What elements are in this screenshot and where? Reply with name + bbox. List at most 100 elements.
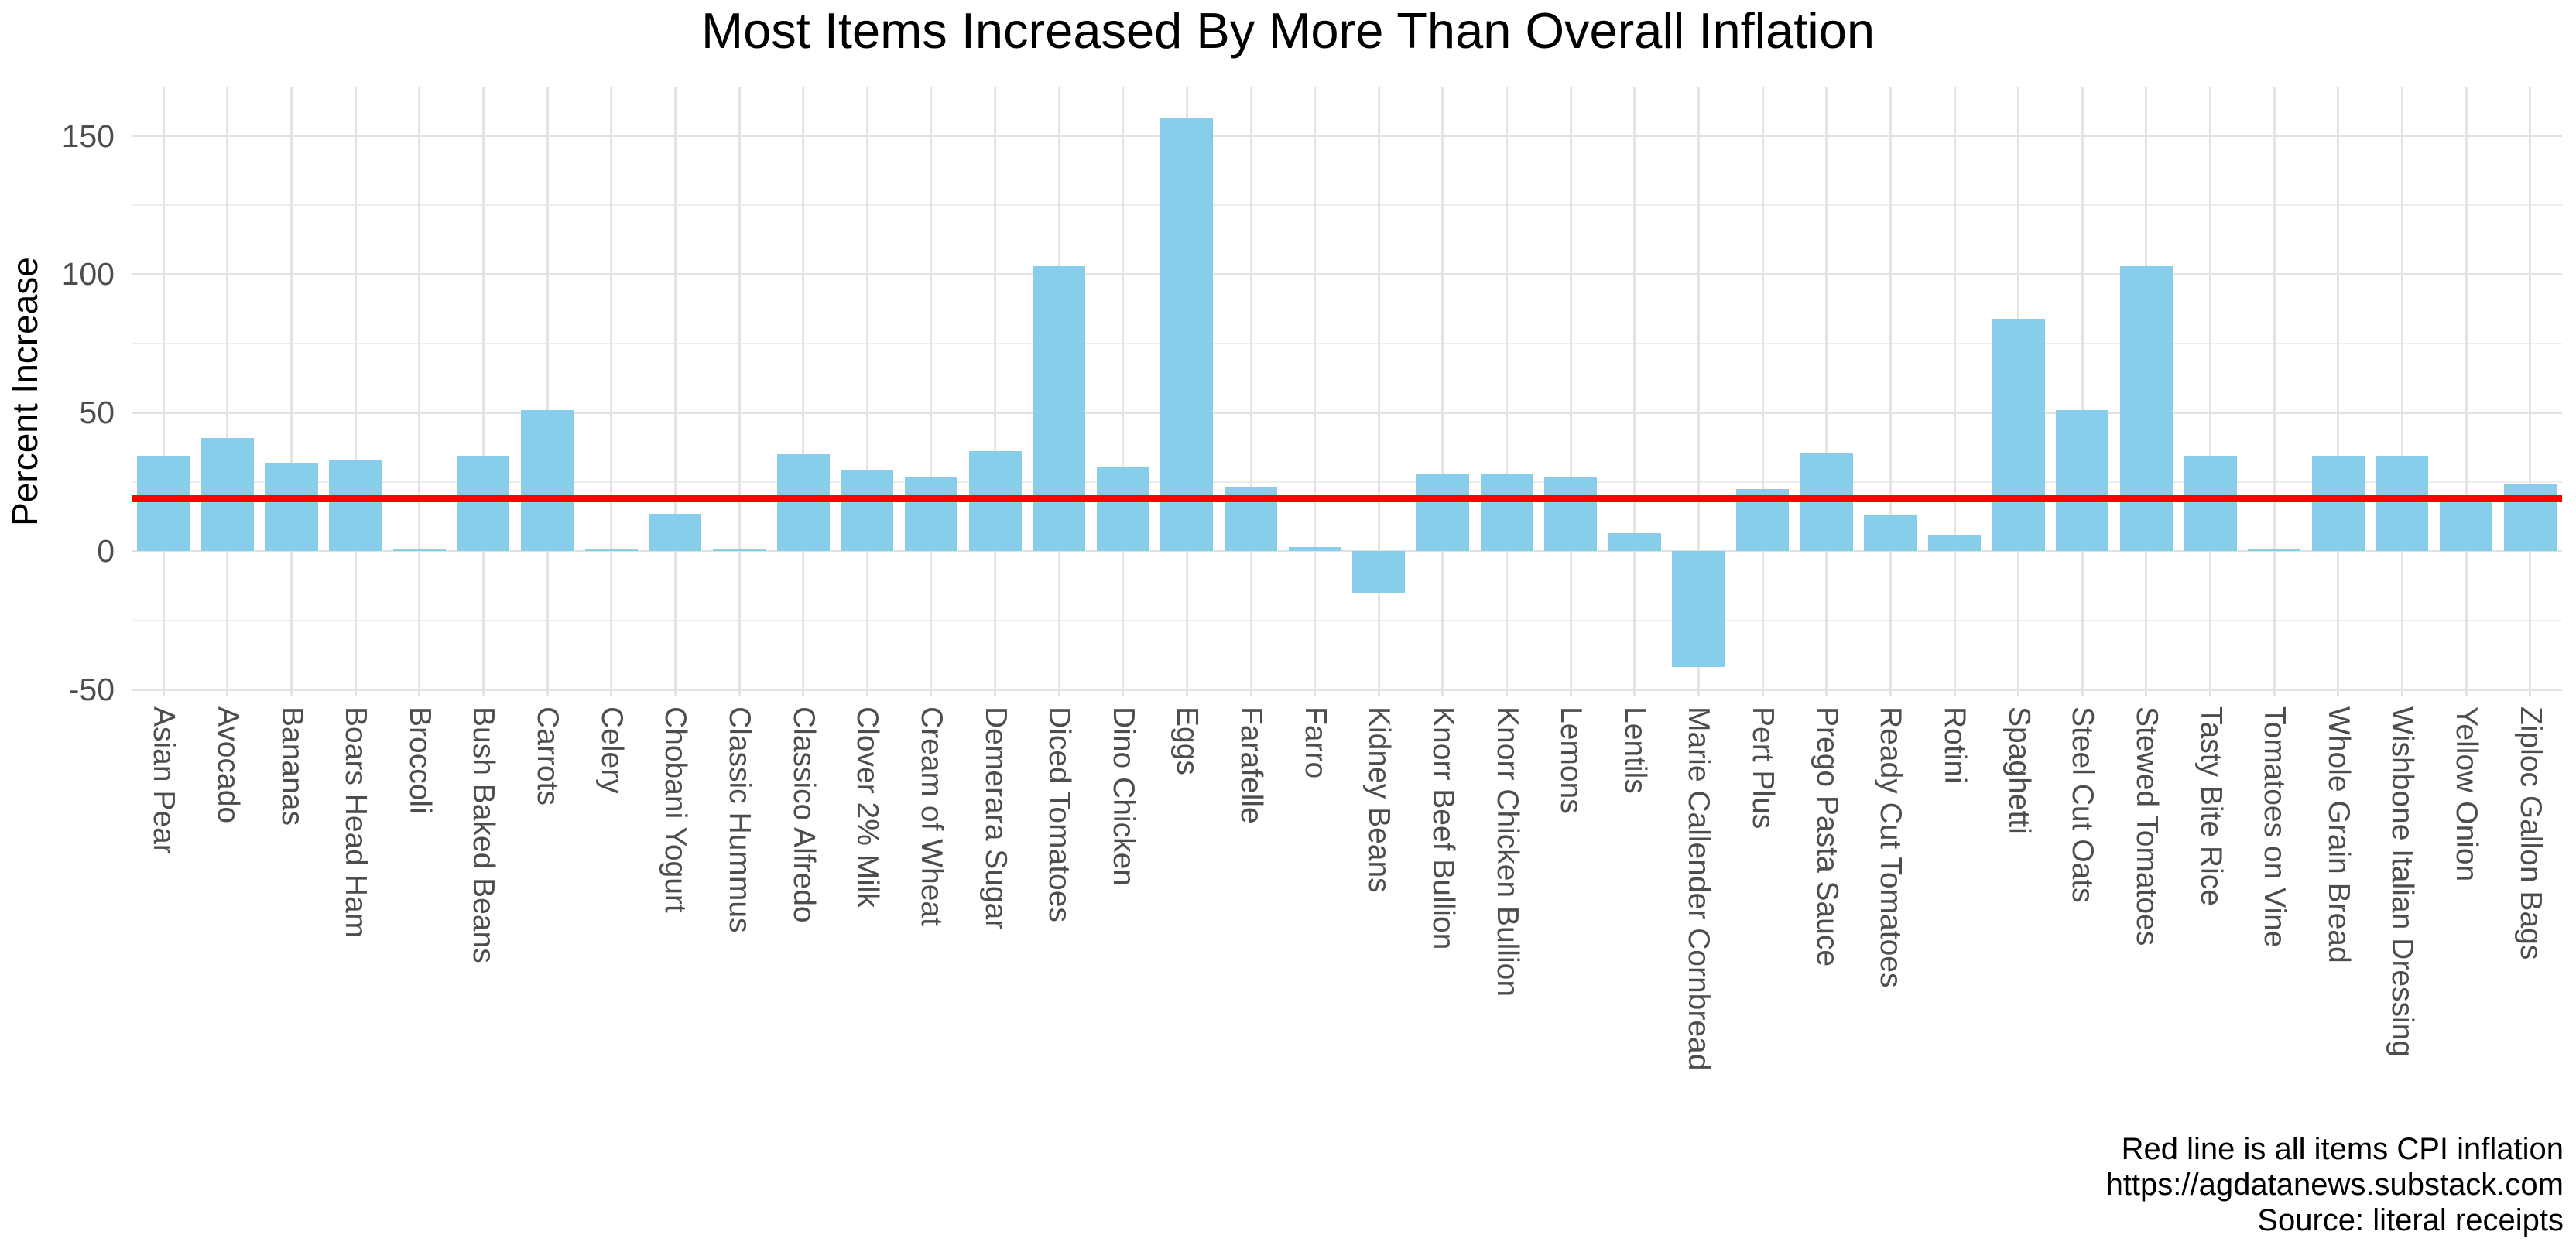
- gridline-vertical: [481, 87, 485, 696]
- y-tick-label: 150: [61, 118, 115, 154]
- x-tick-label: Prego Pasta Sauce: [1810, 706, 1844, 967]
- bar: [649, 513, 702, 552]
- gridline-vertical: [994, 87, 997, 696]
- bar: [2311, 455, 2365, 552]
- bar: [1352, 551, 1406, 593]
- bar: [521, 409, 574, 552]
- x-tick-label: Clover 2% Milk: [851, 706, 885, 908]
- x-tick-label: Ziploc Gallon Bags: [2513, 706, 2547, 960]
- gridline-vertical: [1825, 87, 1828, 696]
- bar: [329, 460, 382, 552]
- x-tick-label: Chobani Yogurt: [659, 706, 693, 913]
- y-tick-label: 0: [97, 533, 115, 570]
- x-tick-label: Knorr Chicken Bullion: [1490, 706, 1524, 997]
- plot-area: [132, 87, 2562, 696]
- y-tick-label: -50: [68, 672, 115, 708]
- x-tick-label: Wishbone Italian Dressing: [2386, 706, 2420, 1058]
- gridline-vertical: [1569, 87, 1572, 696]
- x-tick-label: Farro: [1298, 706, 1332, 779]
- gridline-vertical: [1441, 87, 1444, 696]
- x-tick-label: Marie Callender Cornbread: [1682, 706, 1716, 1071]
- x-tick-label: Knorr Beef Bullion: [1426, 706, 1460, 950]
- bar: [457, 455, 510, 552]
- gridline-major: [132, 135, 2562, 138]
- bar: [2056, 409, 2109, 552]
- gridline-vertical: [1377, 87, 1380, 696]
- gridline-vertical: [546, 87, 549, 696]
- gridline-vertical: [1953, 87, 1956, 696]
- bar: [2184, 455, 2237, 552]
- bar: [2440, 501, 2493, 552]
- bar: [1416, 474, 1469, 552]
- y-axis-title: Percent Increase: [5, 257, 45, 526]
- bar: [1288, 546, 1341, 552]
- gridline-minor: [132, 342, 2562, 344]
- x-tick-label: Diced Tomatoes: [1043, 706, 1077, 922]
- x-tick-label: Asian Pear: [147, 706, 181, 854]
- bar: [1928, 534, 1981, 552]
- gridline-minor: [132, 481, 2562, 483]
- gridline-vertical: [1697, 87, 1700, 696]
- gridline-vertical: [162, 87, 165, 696]
- x-tick-label: Ready Cut Tomatoes: [1874, 706, 1908, 988]
- gridline-vertical: [2081, 87, 2084, 696]
- bar: [265, 462, 318, 552]
- x-tick-label: Boars Head Ham: [339, 706, 373, 939]
- gridline-major: [132, 549, 2562, 552]
- gridline-vertical: [1249, 87, 1252, 696]
- cpi-reference-line: [132, 495, 2562, 503]
- gridline-vertical: [418, 87, 421, 696]
- bar: [1096, 467, 1149, 552]
- gridline-vertical: [1633, 87, 1636, 696]
- x-tick-label: Tomatoes on Vine: [2258, 706, 2292, 948]
- y-tick-label: 100: [61, 256, 115, 292]
- x-tick-label: Classico Alfredo: [786, 706, 820, 923]
- x-tick-label: Classic Hummus: [723, 706, 756, 933]
- gridline-vertical: [930, 87, 933, 696]
- bar: [2376, 455, 2429, 552]
- x-tick-label: Pert Plus: [1746, 706, 1780, 830]
- gridline-major: [132, 411, 2562, 414]
- bar: [904, 477, 957, 552]
- gridline-vertical: [354, 87, 357, 696]
- caption-line-3: Source: literal receipts: [2257, 1203, 2564, 1237]
- gridline-vertical: [610, 87, 613, 696]
- bar: [1864, 515, 1917, 552]
- gridline-vertical: [2400, 87, 2403, 696]
- gridline-vertical: [1889, 87, 1892, 696]
- x-tick-label: Lemons: [1554, 706, 1588, 814]
- bar: [841, 470, 894, 552]
- x-tick-label: Avocado: [211, 706, 245, 824]
- gridline-vertical: [2337, 87, 2340, 696]
- x-tick-label: Rotini: [1938, 706, 1971, 784]
- gridline-vertical: [2273, 87, 2276, 696]
- bar: [1160, 118, 1214, 552]
- bar: [1672, 551, 1725, 668]
- x-tick-label: Stewed Tomatoes: [2129, 706, 2163, 946]
- gridline-vertical: [2529, 87, 2532, 696]
- gridline-major: [132, 688, 2562, 691]
- gridline-vertical: [1761, 87, 1764, 696]
- x-tick-label: Farafelle: [1235, 706, 1269, 824]
- bar: [200, 437, 254, 552]
- x-tick-label: Demerara Sugar: [978, 706, 1012, 930]
- gridline-vertical: [673, 87, 677, 696]
- gridline-vertical: [802, 87, 805, 696]
- gridline-vertical: [1122, 87, 1125, 696]
- gridline-minor: [132, 204, 2562, 207]
- bar: [1544, 476, 1598, 552]
- gridline-vertical: [290, 87, 293, 696]
- x-tick-label: Cream of Wheat: [914, 706, 948, 926]
- x-tick-label: Spaghetti: [2002, 706, 2036, 834]
- bar: [392, 548, 446, 552]
- x-tick-label: Carrots: [531, 706, 565, 806]
- caption-line-1: Red line is all items CPI inflation: [2121, 1132, 2564, 1166]
- bar: [1033, 265, 1086, 552]
- bar: [2503, 484, 2557, 552]
- x-tick-label: Tasty Bite Rice: [2194, 706, 2228, 906]
- x-tick-label: Steel Cut Oats: [2066, 706, 2100, 903]
- gridline-vertical: [226, 87, 229, 696]
- bar: [1608, 532, 1661, 552]
- x-tick-label: Kidney Beans: [1362, 706, 1396, 893]
